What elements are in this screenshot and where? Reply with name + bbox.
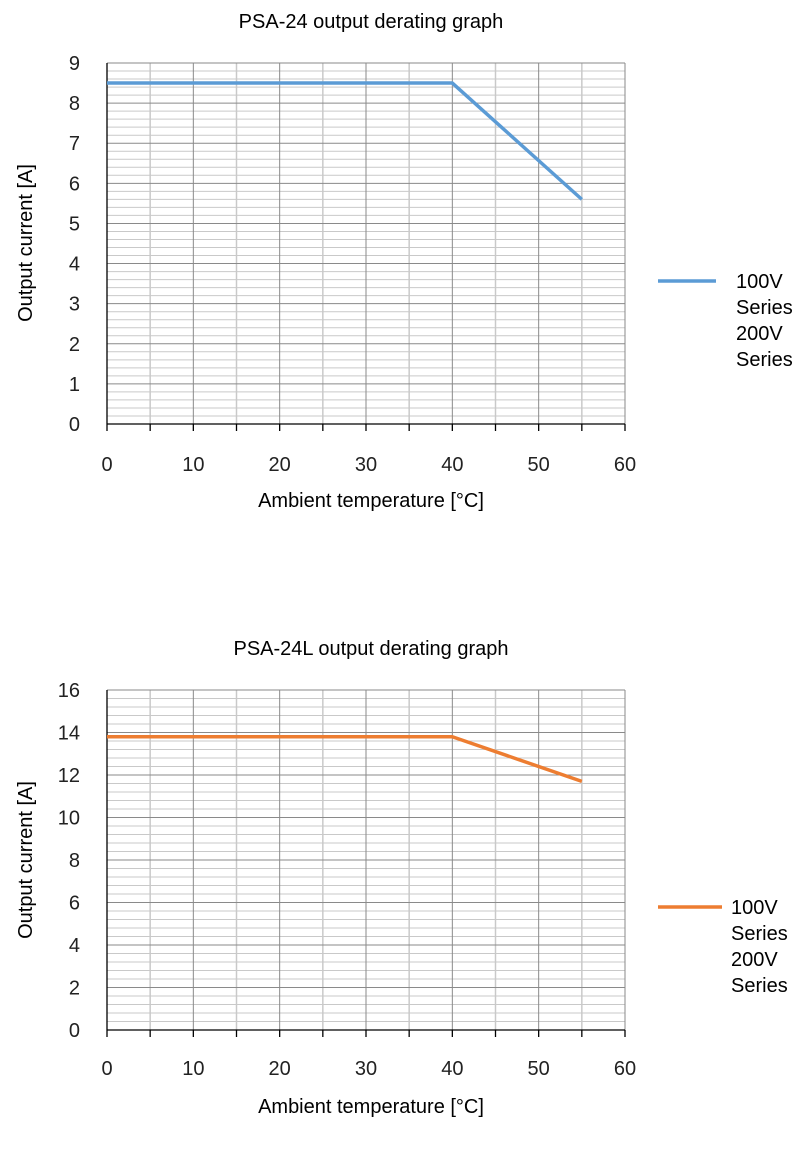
y-tick-label: 5	[69, 213, 80, 235]
legend-label: 200V	[736, 323, 783, 345]
y-tick-label: 4	[69, 935, 80, 957]
grid	[106, 62, 626, 425]
x-tick-label: 30	[355, 454, 377, 476]
legend-label: Series	[731, 975, 788, 997]
x-axis-ticks: 0 10 20 30 40 50 60	[101, 424, 636, 476]
y-tick-label: 3	[69, 294, 80, 316]
x-tick-label: 0	[101, 1058, 112, 1080]
x-tick-label: 0	[101, 454, 112, 476]
legend-label: Series	[731, 923, 788, 945]
y-tick-label: 2	[69, 978, 80, 1000]
y-tick-label: 8	[69, 850, 80, 872]
x-axis-title: Ambient temperature [°C]	[258, 1096, 484, 1118]
y-axis-title: Output current [A]	[15, 781, 37, 939]
x-tick-label: 40	[441, 454, 463, 476]
series-line	[107, 81, 584, 201]
y-tick-label: 0	[69, 414, 80, 436]
x-axis-title: Ambient temperature [°C]	[258, 490, 484, 512]
x-tick-label: 20	[269, 454, 291, 476]
y-axis-ticks: 0 2 4 6 8 10 12 14 16	[58, 680, 80, 1042]
y-tick-label: 0	[69, 1020, 80, 1042]
legend: 100V Series 200V Series	[658, 271, 793, 371]
y-axis-ticks: 0 1 2 3 4 5 6 7 8 9	[69, 53, 80, 436]
legend: 100V Series 200V Series	[658, 897, 788, 997]
x-tick-label: 50	[528, 454, 550, 476]
legend-label: 200V	[731, 949, 778, 971]
x-tick-label: 20	[269, 1058, 291, 1080]
legend-label: 100V	[731, 897, 778, 919]
y-tick-label: 7	[69, 133, 80, 155]
x-tick-label: 10	[182, 1058, 204, 1080]
chart-title: PSA-24L output derating graph	[233, 638, 508, 660]
y-tick-label: 1	[69, 374, 80, 396]
y-tick-label: 6	[69, 893, 80, 915]
y-tick-label: 16	[58, 680, 80, 702]
y-tick-label: 4	[69, 254, 80, 276]
y-tick-label: 14	[58, 723, 80, 745]
x-tick-label: 60	[614, 1058, 636, 1080]
x-tick-label: 50	[528, 1058, 550, 1080]
x-tick-label: 30	[355, 1058, 377, 1080]
y-tick-label: 8	[69, 93, 80, 115]
y-tick-label: 2	[69, 334, 80, 356]
legend-label: Series	[736, 349, 793, 371]
legend-label: 100V	[736, 271, 783, 293]
legend-label: Series	[736, 297, 793, 319]
y-tick-label: 6	[69, 173, 80, 195]
chart-title: PSA-24 output derating graph	[239, 11, 504, 33]
y-tick-label: 9	[69, 53, 80, 75]
x-axis-ticks: 0 10 20 30 40 50 60	[101, 1030, 636, 1080]
grid	[106, 689, 626, 1031]
y-axis-title: Output current [A]	[15, 164, 37, 322]
y-tick-label: 12	[58, 765, 80, 787]
x-tick-label: 40	[441, 1058, 463, 1080]
x-tick-label: 10	[182, 454, 204, 476]
y-tick-label: 10	[58, 808, 80, 830]
x-tick-label: 60	[614, 454, 636, 476]
